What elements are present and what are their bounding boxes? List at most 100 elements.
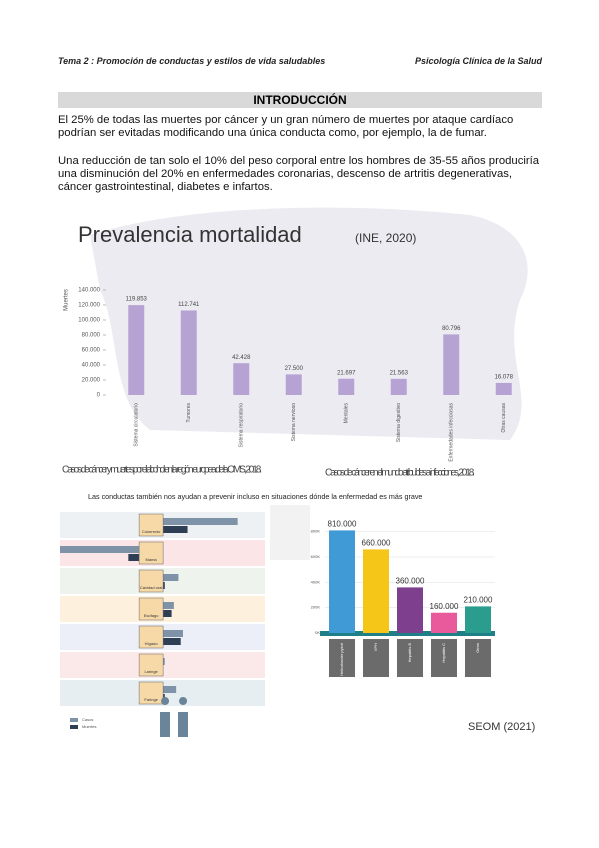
category-label: Colorrecto (142, 529, 161, 534)
y-tick-label: 120.000 (78, 303, 100, 309)
category-label: Mama (146, 557, 158, 562)
y-tick-label: 100.000 (78, 318, 100, 324)
y-tick-label: 20.000 (82, 378, 101, 384)
y-tick-label: 800K (311, 529, 321, 534)
bar (443, 334, 460, 395)
chart-title: Prevalencia mortalidad (78, 222, 302, 247)
chart-title: Casos de cáncer y muertes por el alcohol… (62, 465, 262, 476)
y-tick-label: 400K (311, 579, 321, 584)
bar (363, 549, 389, 633)
data-label: 42.428 (232, 355, 251, 361)
data-label: 810.000 (328, 520, 357, 529)
bar (151, 638, 181, 645)
organ-icon (138, 653, 164, 677)
bar (128, 305, 145, 395)
y-tick-label: 40.000 (82, 363, 101, 369)
bar (495, 382, 512, 395)
category-box (329, 639, 355, 677)
data-label: 21.563 (390, 370, 409, 376)
bar (329, 530, 355, 633)
x-tick-label: Helicobacter pylori (339, 643, 344, 676)
bar (60, 546, 152, 553)
source: SEOM (2021) (468, 721, 535, 733)
x-tick-label: Otros (475, 643, 480, 653)
y-tick-label: 200K (311, 605, 321, 610)
organ-icon (138, 625, 164, 649)
data-label: 112.741 (178, 302, 200, 308)
legend-label: Muertes (82, 724, 96, 729)
category-box (431, 639, 457, 677)
category-label: Hígado (145, 641, 159, 646)
header-right: Psicología Clínica de la Salud (414, 56, 542, 66)
legend-swatch (70, 725, 78, 729)
x-tick-label: Sistema respiratorio (239, 403, 245, 448)
chart-subtitle: (INE, 2020) (355, 231, 416, 245)
bar (151, 526, 188, 533)
y-tick-label: 0K (315, 630, 320, 635)
category-label: Cavidad oral (140, 585, 163, 590)
figure-silhouettes (160, 697, 188, 737)
bar (233, 363, 250, 395)
y-tick-label: 0 (97, 393, 101, 399)
bar (285, 374, 302, 395)
header-left: Tema 2 : Promoción de conductas y estilo… (58, 56, 326, 66)
paragraph: Una reducción de tan solo el 10% del pes… (58, 155, 540, 193)
data-label: 160.000 (430, 602, 459, 611)
bar (151, 574, 179, 581)
bar (465, 606, 491, 633)
section-title: INTRODUCCIÓN (58, 92, 542, 108)
bar (390, 378, 407, 395)
category-box (363, 639, 389, 677)
data-label: 210.000 (464, 596, 493, 605)
organ-icon (138, 569, 164, 593)
x-tick-label: VPH (373, 643, 378, 651)
data-label: 660.000 (362, 539, 391, 548)
category-label: Esófago (144, 613, 159, 618)
middle-note: Las conductas también nos ayudan a preve… (88, 492, 422, 501)
x-tick-label: Enfermedades infecciosas (449, 403, 455, 462)
baseline (320, 631, 495, 636)
x-tick-label: Mentales (344, 403, 350, 424)
x-tick-label: Hepatitis C (441, 643, 446, 663)
category-label: Faringe (144, 697, 158, 702)
y-tick-label: 80.000 (82, 333, 101, 339)
bar (338, 378, 355, 395)
chart-title: Casos de cáncer en el mundo atribuibles … (325, 468, 475, 479)
bar (397, 587, 423, 633)
category-label: Laringe (144, 669, 158, 674)
paragraph: El 25% de todas las muertes por cáncer y… (58, 114, 514, 139)
data-label: 80.796 (442, 326, 461, 332)
y-tick-label: 60.000 (82, 348, 101, 354)
decoration (270, 505, 310, 560)
category-box (465, 639, 491, 677)
bar (180, 310, 197, 395)
x-tick-label: Hepatitis B (407, 643, 412, 663)
x-tick-label: Otras causas (501, 403, 507, 433)
data-label: 27.500 (285, 366, 304, 372)
organ-icon (138, 541, 164, 565)
y-label: Muertes (64, 289, 70, 311)
bar (431, 612, 457, 633)
x-tick-label: Sistema circulatorio (134, 403, 140, 447)
brush-background (90, 207, 528, 440)
x-tick-label: Sistema digestivo (396, 403, 402, 442)
legend-swatch (70, 718, 78, 722)
data-label: 16.078 (495, 375, 514, 381)
organ-icon (138, 681, 164, 705)
y-tick-label: 140.000 (78, 288, 100, 294)
data-label: 21.697 (337, 370, 356, 376)
data-label: 119.853 (126, 297, 148, 303)
x-tick-label: Sistema nervioso (291, 403, 297, 442)
organ-icon (138, 513, 164, 537)
x-tick-label: Tumores (186, 403, 192, 423)
organ-icon (138, 597, 164, 621)
bar (151, 630, 183, 637)
y-tick-label: 600K (311, 554, 321, 559)
bar (151, 686, 177, 693)
bar (151, 518, 238, 525)
legend-label: Casos (82, 717, 93, 722)
data-label: 360.000 (396, 577, 425, 586)
category-box (397, 639, 423, 677)
